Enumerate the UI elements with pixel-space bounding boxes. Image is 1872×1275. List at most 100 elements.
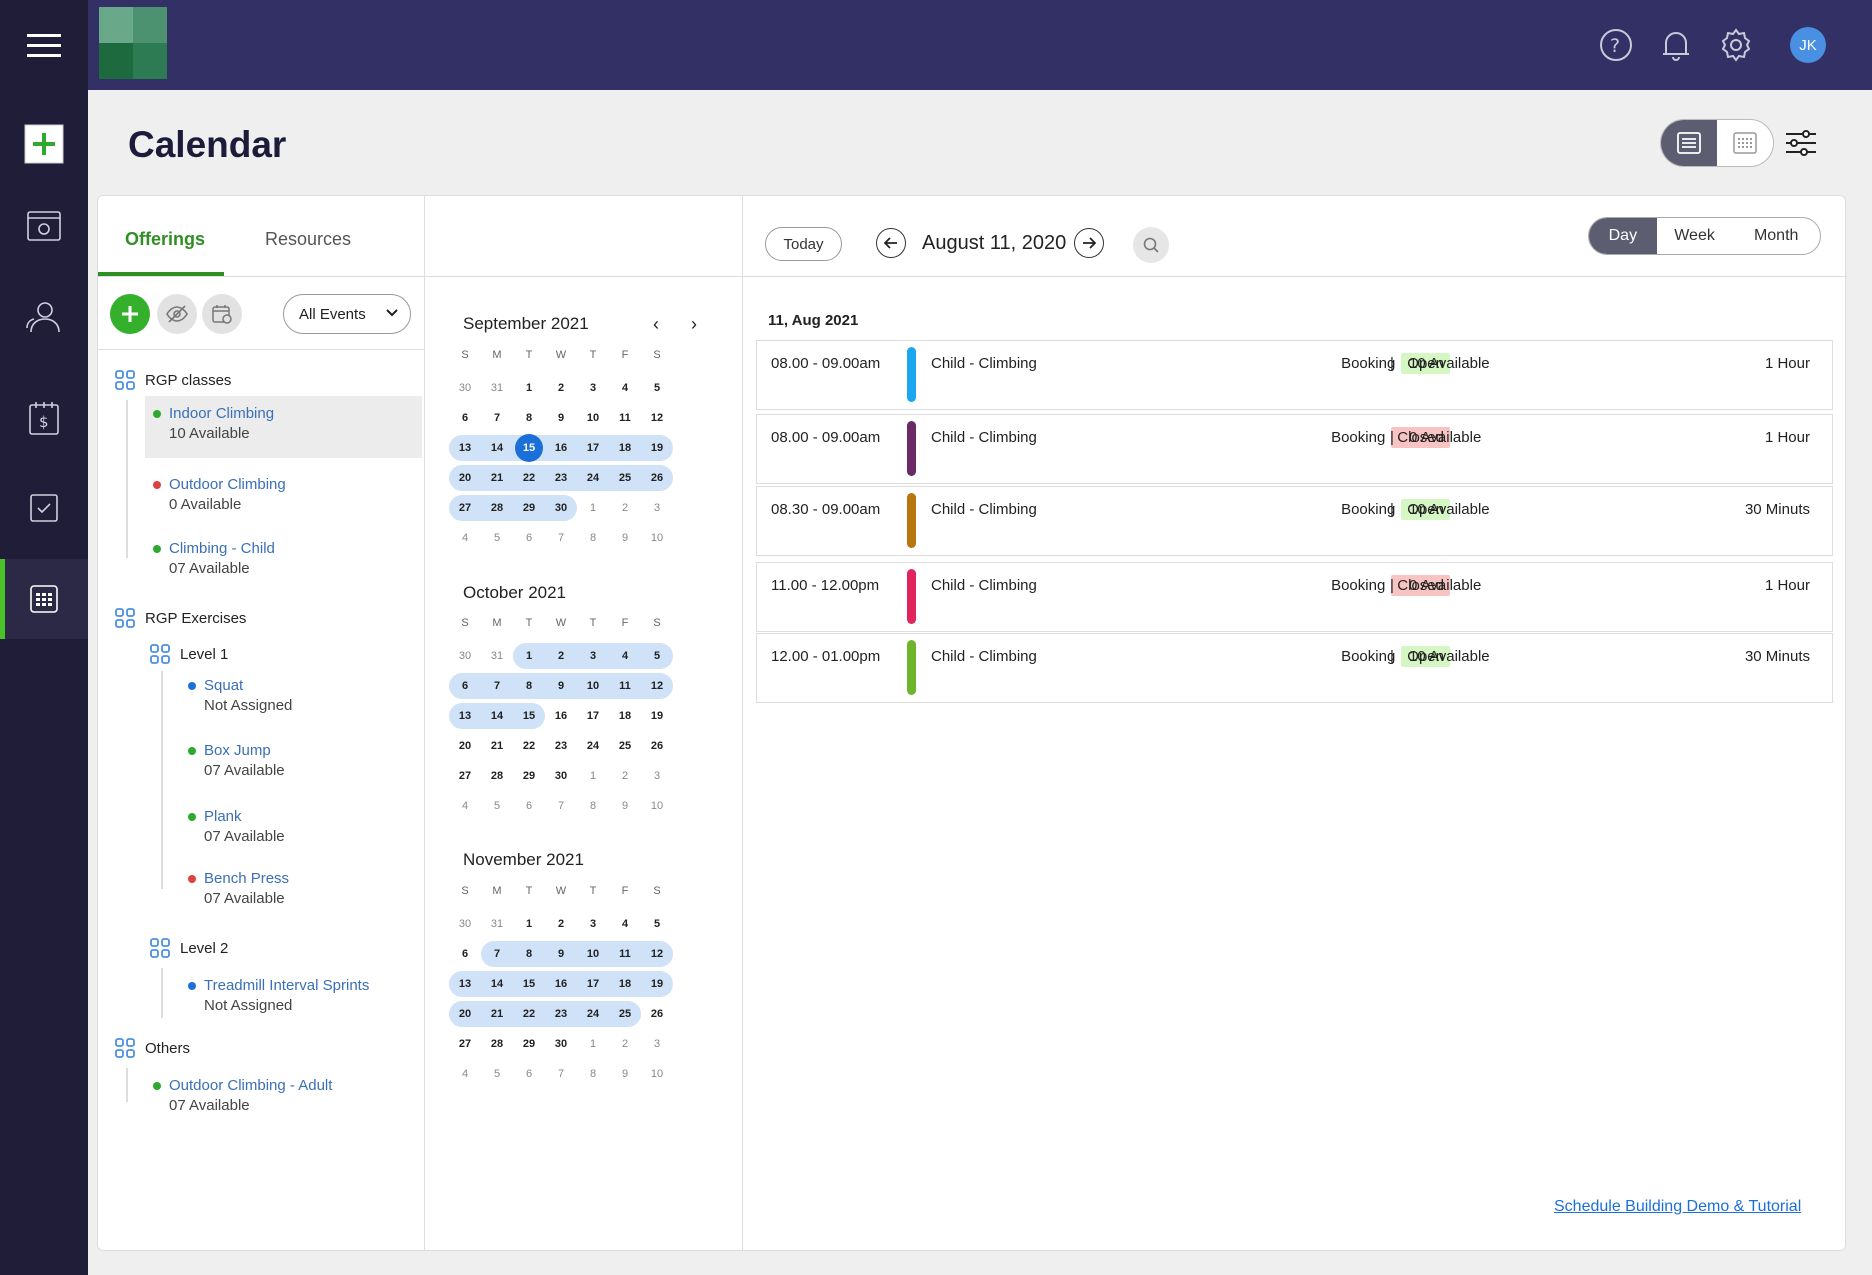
event-row[interactable]: 11.00 - 12.00pm Child - Climbing Booking Cl… bbox=[756, 562, 1833, 632]
calendar-day[interactable]: 26 bbox=[641, 999, 673, 1029]
calendar-day[interactable]: 6 bbox=[513, 791, 545, 821]
calendar-day[interactable]: 30 bbox=[545, 761, 577, 791]
calendar-day[interactable]: 17 bbox=[577, 969, 609, 999]
calendar-day[interactable]: 9 bbox=[545, 671, 577, 701]
schedule-demo-link[interactable]: Schedule Building Demo & Tutorial bbox=[1554, 1198, 1802, 1215]
calendar-day[interactable]: 31 bbox=[481, 909, 513, 939]
add-offering-button[interactable] bbox=[110, 294, 150, 334]
calendar-day[interactable]: 20 bbox=[449, 731, 481, 761]
calendar-day[interactable]: 12 bbox=[641, 671, 673, 701]
calendar-day[interactable]: 31 bbox=[481, 641, 513, 671]
calendar-day[interactable]: 26 bbox=[641, 731, 673, 761]
calendar-day[interactable]: 3 bbox=[577, 909, 609, 939]
calendar-day[interactable]: 13 bbox=[449, 969, 481, 999]
calendar-day[interactable]: 15 bbox=[513, 701, 545, 731]
calendar-day[interactable]: 18 bbox=[609, 433, 641, 463]
calendar-day[interactable]: 9 bbox=[609, 523, 641, 553]
calendar-day[interactable]: 7 bbox=[481, 671, 513, 701]
calendar-day[interactable]: 25 bbox=[609, 463, 641, 493]
tab-offerings[interactable]: Offerings bbox=[125, 229, 206, 249]
calendar-day[interactable]: 8 bbox=[513, 939, 545, 969]
calendar-day[interactable]: 20 bbox=[449, 999, 481, 1029]
calendar-day[interactable]: 12 bbox=[641, 403, 673, 433]
calendar-day[interactable]: 10 bbox=[577, 939, 609, 969]
calendar-day[interactable]: 4 bbox=[609, 373, 641, 403]
event-row[interactable]: 12.00 - 01.00pm Child - Climbing Booking Op… bbox=[756, 633, 1833, 703]
calendar-nav-item[interactable] bbox=[0, 559, 88, 639]
calendar-day[interactable]: 1 bbox=[513, 641, 545, 671]
calendar-day[interactable]: 10 bbox=[577, 671, 609, 701]
tree-item-box-jump[interactable]: Box Jump 07 Available bbox=[188, 741, 285, 781]
calendar-day[interactable]: 20 bbox=[449, 463, 481, 493]
calendar-day[interactable]: 3 bbox=[577, 641, 609, 671]
menu-icon[interactable] bbox=[0, 6, 88, 86]
calendar-day[interactable]: 10 bbox=[641, 523, 673, 553]
calendar-day[interactable]: 25 bbox=[609, 731, 641, 761]
calendar-day[interactable]: 16 bbox=[545, 969, 577, 999]
calendar-day[interactable]: 5 bbox=[641, 909, 673, 939]
calendar-day[interactable]: 29 bbox=[513, 493, 545, 523]
calendar-day[interactable]: 18 bbox=[609, 969, 641, 999]
calendar-day[interactable]: 26 bbox=[641, 463, 673, 493]
tasks-icon[interactable] bbox=[0, 468, 88, 548]
calendar-day[interactable]: 27 bbox=[449, 761, 481, 791]
tree-item-plank[interactable]: Plank 07 Available bbox=[188, 807, 285, 847]
calendar-day[interactable]: 2 bbox=[609, 1029, 641, 1059]
notifications-bell-icon[interactable] bbox=[1658, 27, 1694, 63]
calendar-day[interactable]: 8 bbox=[513, 403, 545, 433]
calendar-day[interactable]: 14 bbox=[481, 433, 513, 463]
calendar-day[interactable]: 5 bbox=[641, 641, 673, 671]
calendar-day[interactable]: 12 bbox=[641, 939, 673, 969]
calendar-day[interactable]: 9 bbox=[609, 1059, 641, 1089]
calendar-day[interactable]: 28 bbox=[481, 1029, 513, 1059]
calendar-day[interactable]: 2 bbox=[545, 909, 577, 939]
calendar-day[interactable]: 25 bbox=[609, 999, 641, 1029]
next-day-button[interactable] bbox=[1074, 228, 1104, 258]
calendar-day[interactable]: 1 bbox=[577, 493, 609, 523]
calendar-day[interactable]: 6 bbox=[449, 403, 481, 433]
users-icon[interactable] bbox=[0, 277, 88, 357]
view-week-button[interactable]: Week bbox=[1674, 227, 1715, 244]
calendar-day[interactable]: 11 bbox=[609, 671, 641, 701]
group-level-1[interactable]: Level 1 bbox=[150, 644, 228, 664]
calendar-day[interactable]: 11 bbox=[609, 403, 641, 433]
calendar-day[interactable]: 16 bbox=[545, 701, 577, 731]
calendar-day[interactable]: 2 bbox=[545, 373, 577, 403]
settings-gear-icon[interactable] bbox=[1718, 27, 1754, 63]
calendar-day[interactable]: 4 bbox=[449, 1059, 481, 1089]
calendar-day[interactable]: 9 bbox=[545, 403, 577, 433]
calendar-day[interactable]: 17 bbox=[577, 433, 609, 463]
calendar-day[interactable]: 2 bbox=[545, 641, 577, 671]
calendar-day[interactable]: 11 bbox=[609, 939, 641, 969]
calendar-day[interactable]: 3 bbox=[641, 1029, 673, 1059]
calendar-day[interactable]: 23 bbox=[545, 999, 577, 1029]
calendar-day[interactable]: 1 bbox=[513, 909, 545, 939]
calendar-day[interactable]: 6 bbox=[513, 1059, 545, 1089]
user-avatar[interactable]: JK bbox=[1790, 27, 1826, 63]
calendar-day[interactable]: 15 bbox=[513, 433, 545, 463]
calendar-day[interactable]: 24 bbox=[577, 999, 609, 1029]
calendar-day[interactable]: 30 bbox=[545, 493, 577, 523]
calendar-day[interactable]: 31 bbox=[481, 373, 513, 403]
prev-month-icon[interactable]: ‹ bbox=[653, 314, 659, 334]
today-button[interactable]: Today bbox=[765, 227, 842, 261]
calendar-day[interactable]: 22 bbox=[513, 731, 545, 761]
next-month-icon[interactable]: › bbox=[691, 314, 697, 334]
calendar-day[interactable]: 9 bbox=[545, 939, 577, 969]
view-day-button[interactable]: Day bbox=[1589, 218, 1657, 254]
calendar-day[interactable]: 30 bbox=[449, 373, 481, 403]
calendar-day[interactable]: 4 bbox=[609, 909, 641, 939]
search-button[interactable] bbox=[1133, 227, 1169, 263]
calendar-day[interactable]: 6 bbox=[449, 671, 481, 701]
calendar-day[interactable]: 21 bbox=[481, 731, 513, 761]
add-icon[interactable] bbox=[0, 104, 88, 184]
tree-item-bench-press[interactable]: Bench Press 07 Available bbox=[188, 869, 289, 909]
tree-item-outdoor-climbing[interactable]: Outdoor Climbing 0 Available bbox=[153, 475, 286, 515]
calendar-day[interactable]: 21 bbox=[481, 999, 513, 1029]
prev-day-button[interactable] bbox=[876, 228, 906, 258]
help-icon[interactable]: ? bbox=[1598, 27, 1634, 63]
calendar-day[interactable]: 19 bbox=[641, 969, 673, 999]
calendar-day[interactable]: 7 bbox=[545, 791, 577, 821]
calendar-day[interactable]: 5 bbox=[481, 523, 513, 553]
calendar-day[interactable]: 22 bbox=[513, 463, 545, 493]
